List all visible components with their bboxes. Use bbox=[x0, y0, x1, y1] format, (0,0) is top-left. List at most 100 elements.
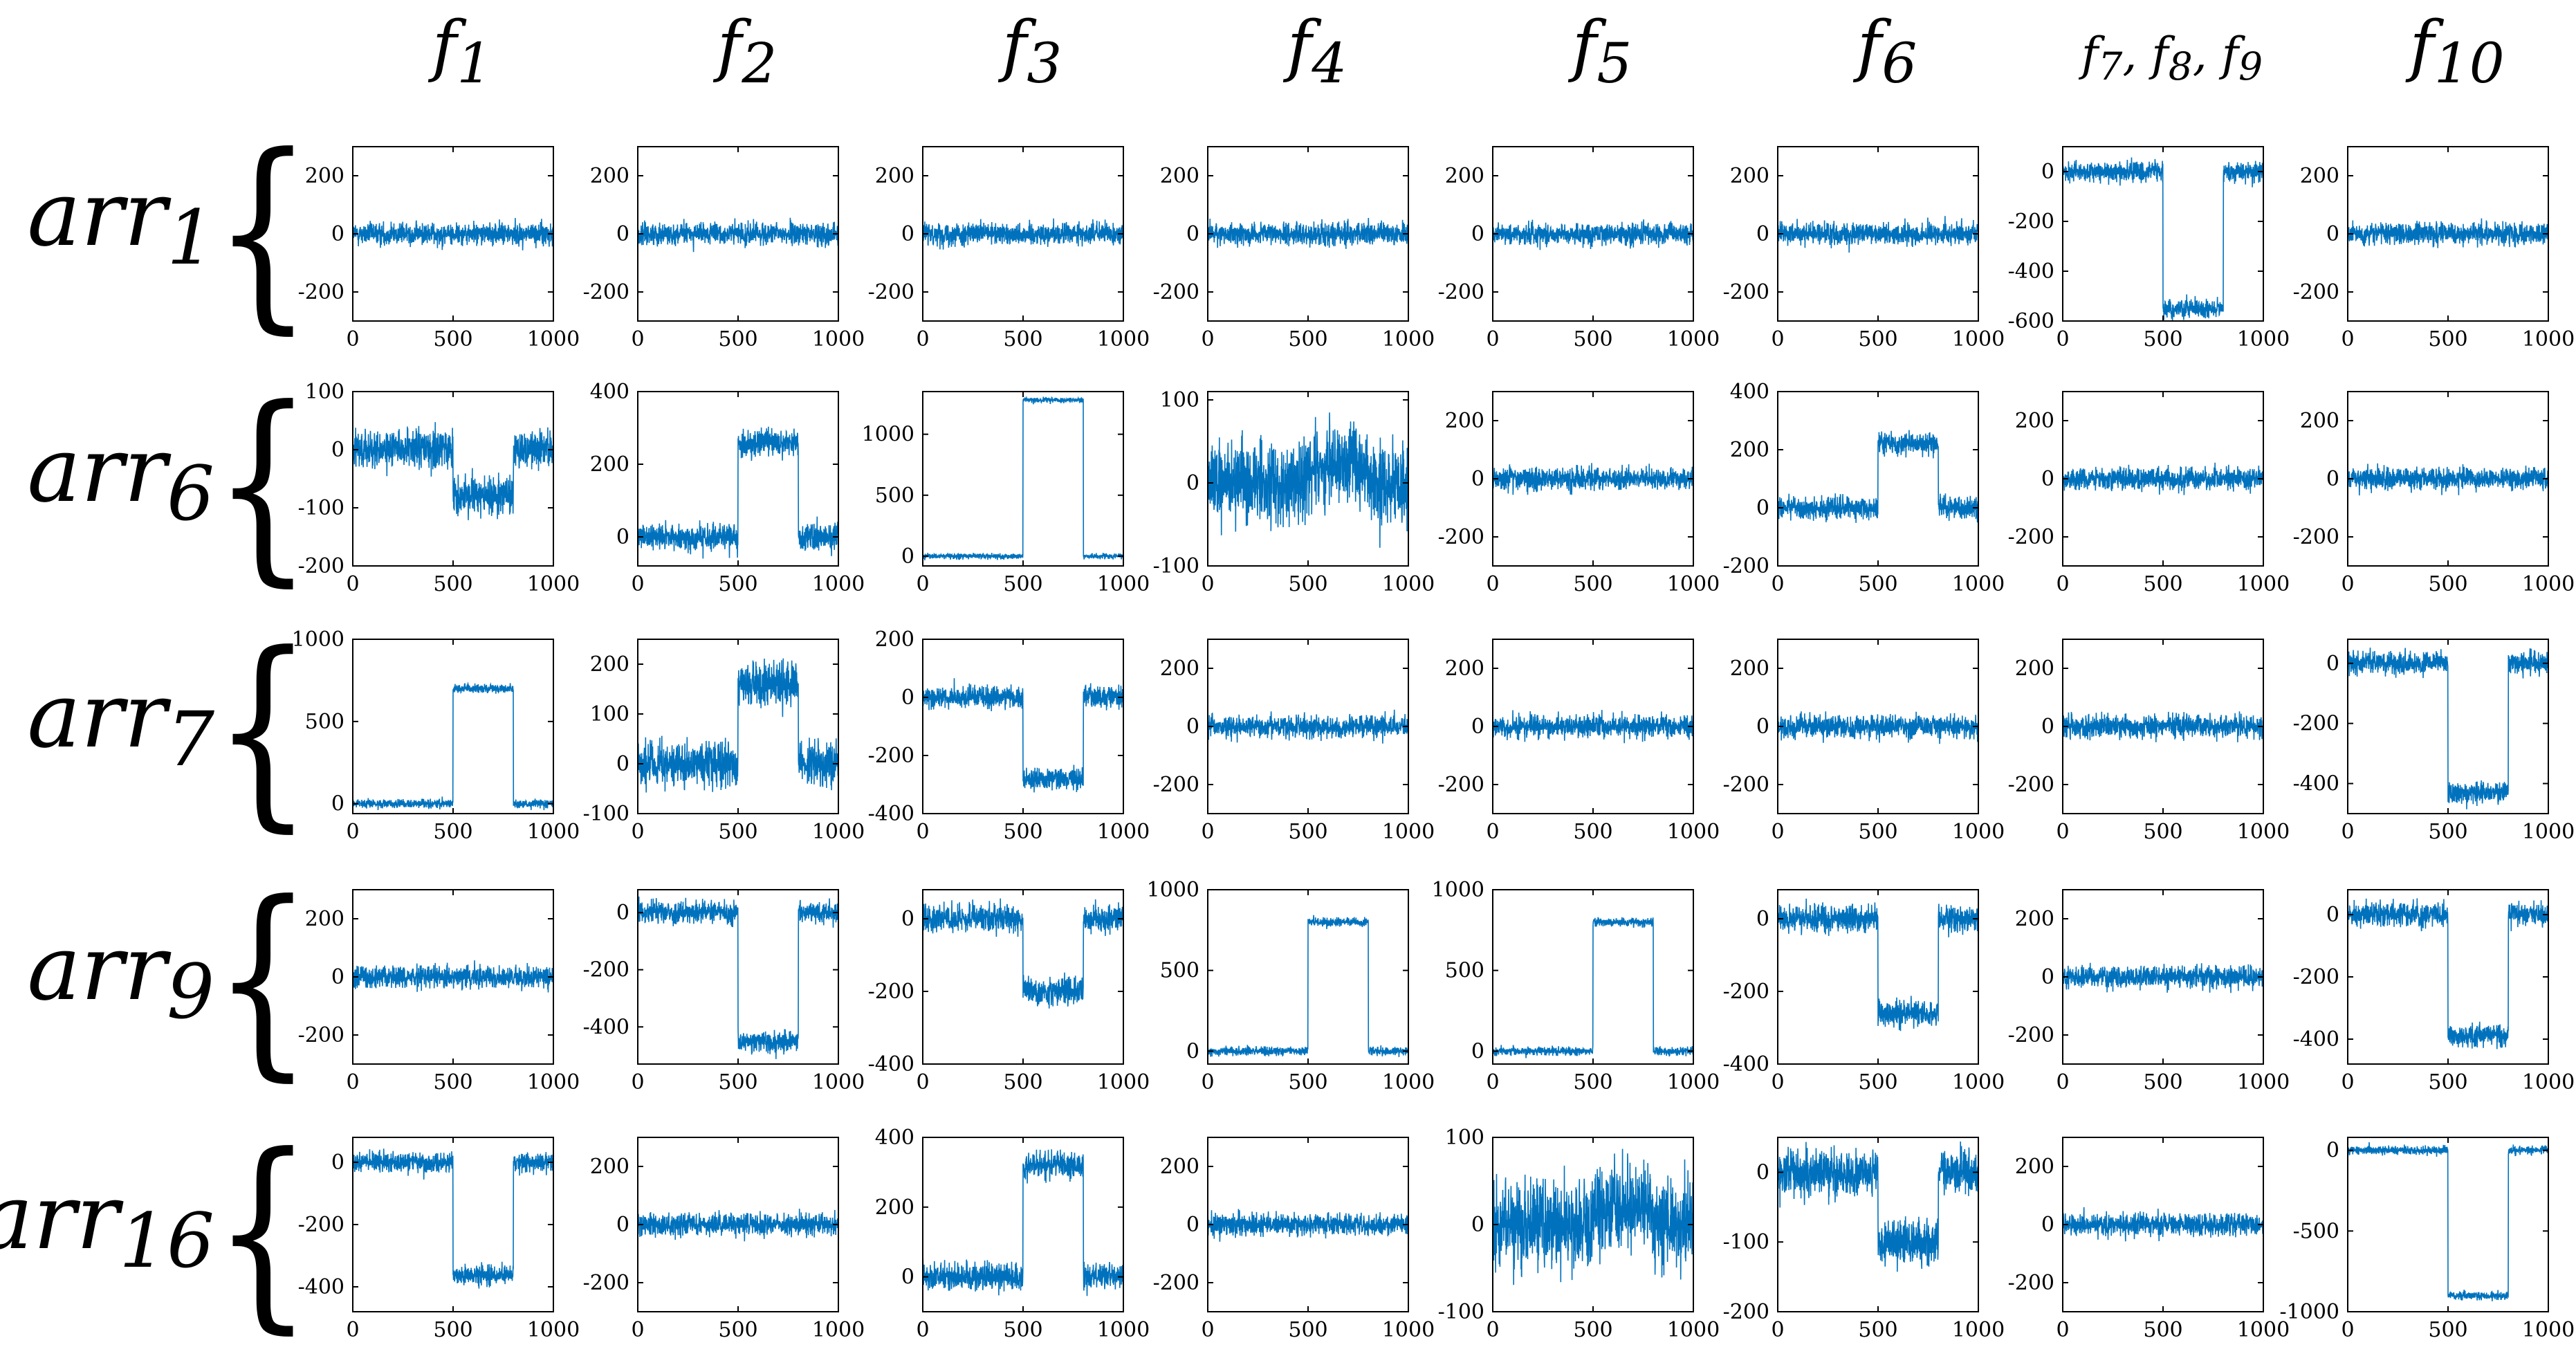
row-label-arr7: arr7 bbox=[27, 663, 214, 783]
x-tick-label: 500 bbox=[433, 327, 472, 351]
y-tick-label: 200 bbox=[875, 164, 914, 188]
panel-arr6-f3: 0 500 1000 0 500 1000 bbox=[862, 391, 1150, 596]
panel-arr9-f10: 0 500 1000 -400 -200 0 bbox=[2293, 889, 2575, 1094]
panel-arr7-f1: 0 500 1000 0 500 1000 bbox=[292, 627, 580, 844]
y-tick-label: -200 bbox=[583, 1271, 629, 1295]
y-tick-label: 0 bbox=[1756, 1160, 1769, 1184]
y-tick-label: 0 bbox=[2041, 467, 2054, 491]
x-tick-label: 1000 bbox=[1952, 572, 2005, 596]
x-tick-label: 0 bbox=[631, 327, 644, 351]
x-tick-label: 500 bbox=[1003, 1318, 1042, 1342]
y-tick-label: 500 bbox=[305, 710, 344, 734]
brace-arr16: { bbox=[213, 1110, 313, 1352]
y-tick-label: -200 bbox=[1438, 773, 1484, 797]
y-tick-label: -200 bbox=[868, 280, 914, 304]
x-tick-label: 1000 bbox=[812, 820, 865, 844]
y-tick-label: 0 bbox=[901, 686, 914, 710]
y-tick-label: 200 bbox=[2015, 907, 2054, 931]
y-tick-label: 1000 bbox=[1432, 878, 1484, 902]
panel-arr7-f3: 0 500 1000 -400 -200 0 200 bbox=[868, 627, 1150, 844]
x-tick-label: 500 bbox=[1573, 572, 1612, 596]
y-tick-label: -100 bbox=[583, 802, 629, 826]
x-tick-label: 0 bbox=[916, 1070, 929, 1094]
x-tick-label: 1000 bbox=[527, 572, 580, 596]
x-tick-label: 500 bbox=[1573, 327, 1612, 351]
x-tick-label: 500 bbox=[2143, 820, 2182, 844]
panel-arr9-f2: 0 500 1000 -400 -200 0 bbox=[583, 889, 865, 1094]
y-tick-label: 0 bbox=[1756, 496, 1769, 520]
y-tick-label: -200 bbox=[583, 958, 629, 982]
y-tick-label: -200 bbox=[1723, 1300, 1769, 1324]
series-line bbox=[1778, 430, 1978, 523]
y-tick-label: -100 bbox=[1153, 554, 1199, 578]
series-line bbox=[2063, 962, 2263, 993]
y-tick-label: 0 bbox=[1186, 715, 1199, 739]
x-tick-label: 0 bbox=[631, 820, 644, 844]
y-tick-label: -200 bbox=[2293, 712, 2339, 736]
y-tick-label: -200 bbox=[1153, 773, 1199, 797]
y-tick-label: 200 bbox=[2300, 409, 2339, 433]
y-tick-label: 0 bbox=[616, 901, 629, 925]
y-tick-label: 200 bbox=[590, 652, 629, 677]
y-tick-label: 200 bbox=[875, 1195, 914, 1220]
col-header-f1: f1 bbox=[432, 7, 493, 96]
y-tick-label: 400 bbox=[590, 380, 629, 404]
x-tick-label: 0 bbox=[2056, 820, 2069, 844]
x-tick-label: 0 bbox=[916, 820, 929, 844]
y-tick-label: -200 bbox=[298, 554, 344, 578]
x-tick-label: 500 bbox=[2143, 327, 2182, 351]
series-line bbox=[638, 426, 838, 559]
y-tick-label: 0 bbox=[616, 525, 629, 549]
x-tick-label: 500 bbox=[2428, 572, 2467, 596]
x-tick-label: 0 bbox=[346, 572, 359, 596]
x-tick-label: 1000 bbox=[1667, 1318, 1720, 1342]
x-tick-label: 1000 bbox=[1667, 572, 1720, 596]
y-tick-label: 0 bbox=[1471, 1213, 1484, 1237]
x-tick-label: 0 bbox=[1486, 572, 1499, 596]
y-tick-label: 500 bbox=[875, 484, 914, 508]
y-tick-label: 0 bbox=[1471, 715, 1484, 739]
y-tick-label: 200 bbox=[1445, 409, 1484, 433]
series-line bbox=[2348, 1142, 2548, 1301]
x-tick-label: 500 bbox=[718, 327, 757, 351]
series-line bbox=[1493, 219, 1693, 250]
y-tick-label: 200 bbox=[1160, 164, 1199, 188]
x-tick-label: 500 bbox=[2428, 1318, 2467, 1342]
y-tick-label: -400 bbox=[2293, 1027, 2339, 1052]
series-line bbox=[1493, 710, 1693, 744]
panel-arr16-f10: 0 500 1000 -1000 -500 0 bbox=[2280, 1137, 2575, 1342]
x-tick-label: 500 bbox=[1003, 820, 1042, 844]
series-line bbox=[923, 396, 1123, 560]
x-tick-label: 0 bbox=[1201, 1318, 1214, 1342]
y-tick-label: 0 bbox=[2326, 652, 2339, 676]
y-tick-label: 0 bbox=[616, 752, 629, 776]
y-tick-label: 0 bbox=[2041, 715, 2054, 739]
y-tick-label: -400 bbox=[583, 1015, 629, 1039]
x-tick-label: 0 bbox=[1771, 572, 1784, 596]
x-tick-label: 1000 bbox=[2522, 1070, 2575, 1094]
y-tick-label: 0 bbox=[331, 965, 344, 989]
x-tick-label: 1000 bbox=[527, 1318, 580, 1342]
panel-arr1-f7-f8-f9: 0 500 1000 -600 -400 -200 0 bbox=[2008, 146, 2290, 351]
x-tick-label: 500 bbox=[1288, 820, 1327, 844]
y-tick-label: 200 bbox=[590, 452, 629, 477]
y-tick-label: 0 bbox=[2041, 160, 2054, 184]
y-tick-label: -200 bbox=[2008, 1271, 2054, 1295]
y-tick-label: -400 bbox=[868, 802, 914, 826]
series-line bbox=[353, 218, 553, 250]
panel-arr9-f3: 0 500 1000 -400 -200 0 bbox=[868, 889, 1150, 1094]
x-tick-label: 500 bbox=[1858, 1070, 1897, 1094]
series-line bbox=[638, 1209, 838, 1242]
x-tick-label: 500 bbox=[1003, 1070, 1042, 1094]
panel-arr9-f6: 0 500 1000 -400 -200 0 bbox=[1723, 889, 2005, 1094]
series-line bbox=[2063, 462, 2263, 495]
y-tick-label: -200 bbox=[1438, 280, 1484, 304]
panel-arr6-f1: 0 500 1000 -200 -100 0 100 bbox=[298, 380, 580, 596]
y-tick-label: -200 bbox=[2008, 1023, 2054, 1047]
